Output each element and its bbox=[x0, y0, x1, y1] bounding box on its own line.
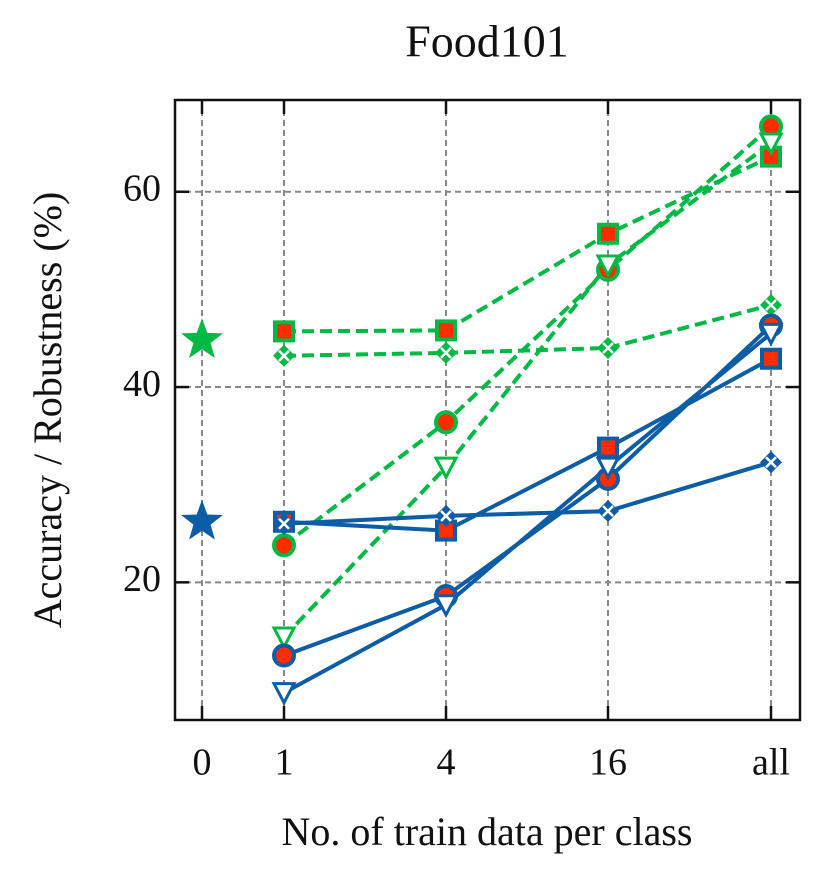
marker-x bbox=[760, 294, 782, 317]
marker-x bbox=[760, 451, 782, 474]
series-line bbox=[283, 356, 772, 533]
marker-x-cross bbox=[278, 517, 290, 530]
marker-triangle bbox=[758, 132, 784, 157]
plot-frame bbox=[173, 98, 802, 722]
x-tick-label: 4 bbox=[437, 742, 456, 784]
y-tick-label: 60 bbox=[123, 167, 161, 209]
marker-square bbox=[273, 320, 295, 343]
marker-triangle bbox=[758, 322, 784, 347]
marker-circle bbox=[434, 410, 458, 435]
marker-triangle bbox=[433, 456, 459, 481]
x-tick-label: 16 bbox=[589, 742, 627, 784]
x-tick-label: 0 bbox=[193, 742, 212, 784]
series-line bbox=[283, 154, 772, 334]
x-tick-label: 1 bbox=[275, 742, 294, 784]
marker-x bbox=[273, 512, 295, 535]
marker-circle bbox=[272, 533, 296, 558]
marker-square bbox=[597, 436, 619, 459]
marker-triangle bbox=[271, 682, 297, 706]
marker-x bbox=[597, 500, 619, 523]
marker-square bbox=[760, 347, 782, 370]
marker-x bbox=[435, 341, 457, 364]
y-tick-label: 40 bbox=[123, 363, 161, 405]
y-tick-label: 20 bbox=[123, 558, 161, 600]
marker-x-cross bbox=[602, 342, 614, 354]
marker-x-cross bbox=[440, 346, 452, 359]
chart-title: Food101 bbox=[405, 16, 569, 67]
marker-x-cross bbox=[765, 456, 777, 469]
marker-x-cross bbox=[765, 299, 777, 311]
y-axis-label: Accuracy / Robustness (%) bbox=[25, 192, 70, 629]
series-line bbox=[283, 303, 772, 358]
x-axis-label: No. of train data per class bbox=[282, 809, 693, 854]
marker-triangle bbox=[433, 594, 459, 619]
series-line bbox=[283, 331, 773, 695]
marker-star bbox=[181, 499, 223, 540]
marker-x bbox=[435, 504, 457, 527]
marker-x-cross bbox=[602, 505, 614, 517]
marker-square bbox=[435, 319, 457, 342]
marker-square bbox=[597, 222, 619, 245]
marker-star bbox=[181, 318, 223, 358]
x-tick-label: all bbox=[752, 742, 790, 784]
marker-x-cross bbox=[278, 349, 290, 362]
marker-x bbox=[273, 344, 295, 367]
marker-triangle bbox=[595, 456, 621, 481]
series-line bbox=[282, 141, 773, 639]
series-line bbox=[283, 460, 772, 526]
marker-circle bbox=[272, 643, 296, 668]
marker-x bbox=[597, 337, 619, 359]
series-line bbox=[282, 124, 773, 547]
marker-x-cross bbox=[440, 510, 452, 522]
marker-triangle bbox=[271, 626, 297, 651]
marker-triangle bbox=[595, 254, 621, 279]
